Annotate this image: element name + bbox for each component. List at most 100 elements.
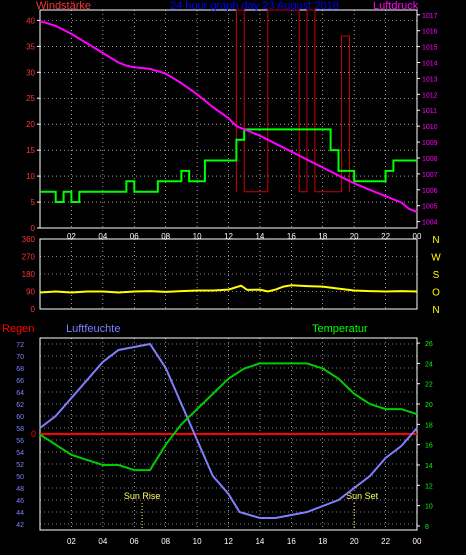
hour-tick-label: 10 — [193, 537, 202, 546]
rain-label: Regen — [2, 323, 34, 335]
wind-direction-series — [39, 284, 418, 294]
hour-tick-label: 18 — [318, 232, 327, 241]
chart-title: 24 hour graph day 23 August 2018 — [170, 0, 339, 12]
wind-average-series — [40, 128, 417, 203]
humidity-axis: 42 44 46 48 50 52 54 56 58 60 62 64 66 68 70 72 — [16, 342, 24, 529]
wind-label: Windstärke — [36, 0, 91, 12]
temperature-label: Temperatur — [312, 323, 368, 335]
rain-zero-label: 0 — [31, 429, 36, 439]
pressure-tick-label: 1006 — [422, 188, 438, 195]
hour-tick-label: 02 — [67, 232, 76, 241]
humidity-tick-label: 64 — [16, 390, 24, 397]
wind-tick-label: 20 — [26, 120, 35, 129]
wind-tick-label: 30 — [26, 68, 35, 77]
hour-tick-label: 16 — [287, 537, 296, 546]
humidity-tick-label: 48 — [16, 486, 24, 493]
wind-tick-label: 40 — [26, 16, 35, 25]
temperature-series — [39, 362, 418, 472]
pressure-tick-label: 1015 — [422, 45, 438, 52]
hour-tick-label: 04 — [98, 537, 107, 546]
temperature-tick-label: 22 — [425, 382, 433, 389]
hour-tick-label: 10 — [193, 232, 202, 241]
degree-tick-label: 360 — [22, 235, 36, 244]
hour-tick-label: 06 — [130, 232, 139, 241]
humidity-tick-label: 54 — [16, 450, 24, 457]
wind-tick-label: 5 — [31, 198, 36, 207]
hour-tick-label: 16 — [287, 232, 296, 241]
hour-tick-label: 22 — [381, 232, 390, 241]
direction-degree-axis: 0 90 180 270 360 — [22, 235, 36, 314]
compass-tick-label: N — [432, 235, 439, 246]
hour-tick-label: 02 — [67, 537, 76, 546]
pressure-series — [39, 20, 418, 214]
temperature-tick-label: 26 — [425, 341, 433, 348]
humidity-tick-label: 46 — [16, 498, 24, 505]
pressure-tick-label: 1010 — [422, 124, 438, 131]
hour-tick-label: 12 — [224, 232, 233, 241]
pressure-label: Luftdruck — [373, 0, 419, 12]
temperature-tick-label: 16 — [425, 443, 433, 450]
hour-tick-label: 14 — [255, 232, 264, 241]
pressure-tick-label: 1012 — [422, 92, 438, 99]
pressure-tick-label: 1007 — [422, 172, 438, 179]
humidity-tick-label: 56 — [16, 438, 24, 445]
humidity-tick-label: 60 — [16, 414, 24, 421]
humidity-tick-label: 44 — [16, 510, 24, 517]
pressure-tick-label: 1011 — [422, 108, 437, 115]
humidity-tick-label: 42 — [16, 522, 24, 529]
hour-tick-label: 08 — [161, 537, 170, 546]
wind-tick-label: 15 — [26, 146, 35, 155]
humidity-tick-label: 68 — [16, 366, 24, 373]
hour-axis-bottom: 02 04 06 08 10 12 14 16 18 20 22 00 — [67, 537, 422, 546]
temperature-tick-label: 10 — [425, 504, 433, 511]
degree-tick-label: 90 — [26, 288, 35, 297]
wind-tick-label: 10 — [26, 172, 35, 181]
pressure-tick-label: 1016 — [422, 29, 438, 36]
direction-grid — [40, 238, 418, 310]
humidity-tick-label: 66 — [16, 378, 24, 385]
pressure-tick-label: 1013 — [422, 76, 438, 83]
pressure-tick-label: 1014 — [422, 61, 438, 68]
pressure-tick-label: 1004 — [422, 220, 438, 227]
temperature-tick-label: 14 — [425, 463, 433, 470]
humidity-tick-label: 52 — [16, 462, 24, 469]
humidity-tick-label: 62 — [16, 402, 24, 409]
hour-axis-top: 02 04 06 08 10 12 14 16 18 20 22 00 — [67, 232, 422, 241]
hour-tick-label: 22 — [381, 537, 390, 546]
temperature-tick-label: 18 — [425, 422, 433, 429]
wind-gust-series — [235, 9, 350, 193]
hour-tick-label: 00 — [413, 232, 422, 241]
pressure-axis: 1004 1005 1006 1007 1008 1009 1010 1011 1012 1013… — [417, 13, 438, 227]
pressure-tick-label: 1008 — [422, 156, 438, 163]
temperature-tick-label: 24 — [425, 361, 433, 368]
humidity-tick-label: 70 — [16, 354, 24, 361]
compass-tick-label: S — [433, 270, 440, 281]
temperature-tick-label: 12 — [425, 483, 433, 490]
compass-tick-label: O — [432, 288, 440, 299]
hour-tick-label: 18 — [318, 537, 327, 546]
humidity-series — [39, 342, 418, 519]
compass-tick-label: W — [431, 253, 441, 264]
humidity-tick-label: 50 — [16, 474, 24, 481]
pressure-tick-label: 1005 — [422, 204, 438, 211]
pressure-tick-label: 1009 — [422, 140, 438, 147]
hour-tick-label: 20 — [350, 232, 359, 241]
wind-tick-label: 25 — [26, 94, 35, 103]
humidity-tick-label: 58 — [16, 426, 24, 433]
sun-set-label: Sun Set — [346, 491, 379, 501]
temperature-axis: 8 10 12 14 16 18 20 22 24 26 — [417, 341, 433, 531]
degree-tick-label: 0 — [31, 305, 36, 314]
hour-tick-label: 08 — [161, 232, 170, 241]
humidity-tick-label: 72 — [16, 342, 24, 349]
wind-axis: 0 5 10 15 20 25 30 35 40 — [26, 16, 40, 233]
hour-tick-label: 14 — [255, 537, 264, 546]
degree-tick-label: 270 — [22, 253, 36, 262]
hour-tick-label: 04 — [98, 232, 107, 241]
wind-tick-label: 35 — [26, 42, 35, 51]
degree-tick-label: 180 — [22, 270, 36, 279]
temperature-tick-label: 8 — [425, 524, 429, 531]
humidity-label: Luftfeuchte — [66, 323, 120, 335]
compass-tick-label: N — [432, 305, 439, 316]
hour-tick-label: 00 — [413, 537, 422, 546]
